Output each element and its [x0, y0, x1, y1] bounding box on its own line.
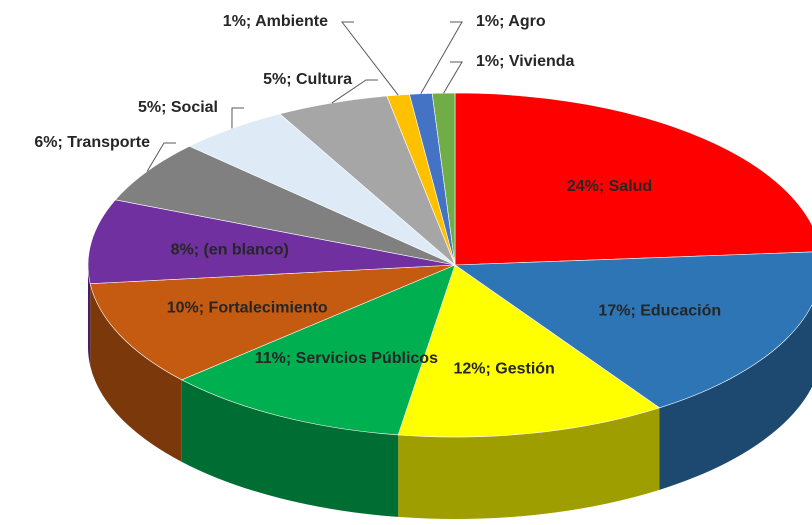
- leader-line: [231, 107, 244, 129]
- data-label: 1%; Ambiente: [223, 13, 328, 30]
- data-label: 17%; Educación: [598, 303, 721, 320]
- data-label: 8%; (en blanco): [171, 241, 289, 258]
- slice: [454, 251, 812, 409]
- slice-side: [88, 265, 91, 366]
- slice-side: [659, 304, 812, 490]
- slice: [89, 264, 456, 381]
- slice-side: [181, 379, 399, 517]
- data-label: 11%; Servicios Públicos: [255, 350, 438, 367]
- data-label: 12%; Gestión: [453, 360, 554, 377]
- pie-tops: [87, 92, 812, 438]
- slice: [454, 92, 812, 266]
- slice: [87, 199, 456, 285]
- data-label: 24%; Salud: [567, 178, 652, 195]
- data-label: 1%; Agro: [476, 13, 546, 30]
- pie-sides: [88, 265, 812, 519]
- slice: [397, 264, 661, 438]
- data-label: 1%; Vivienda: [476, 53, 575, 70]
- data-labels: 24%; Salud 17%; Educación 12%; Gestión 11%;…: [34, 13, 721, 377]
- data-label: 5%; Cultura: [263, 71, 352, 88]
- leader-line: [420, 21, 463, 94]
- slice-side: [398, 407, 660, 519]
- slice: [181, 264, 456, 436]
- slice-side: [90, 283, 182, 462]
- leader-line: [443, 61, 463, 94]
- data-label: 6%; Transporte: [34, 134, 150, 151]
- data-label: 10%; Fortalecimiento: [167, 300, 328, 317]
- leader-line: [146, 142, 176, 172]
- data-label: 5%; Social: [138, 99, 218, 116]
- leader-line: [331, 79, 378, 104]
- leader-line: [340, 21, 399, 96]
